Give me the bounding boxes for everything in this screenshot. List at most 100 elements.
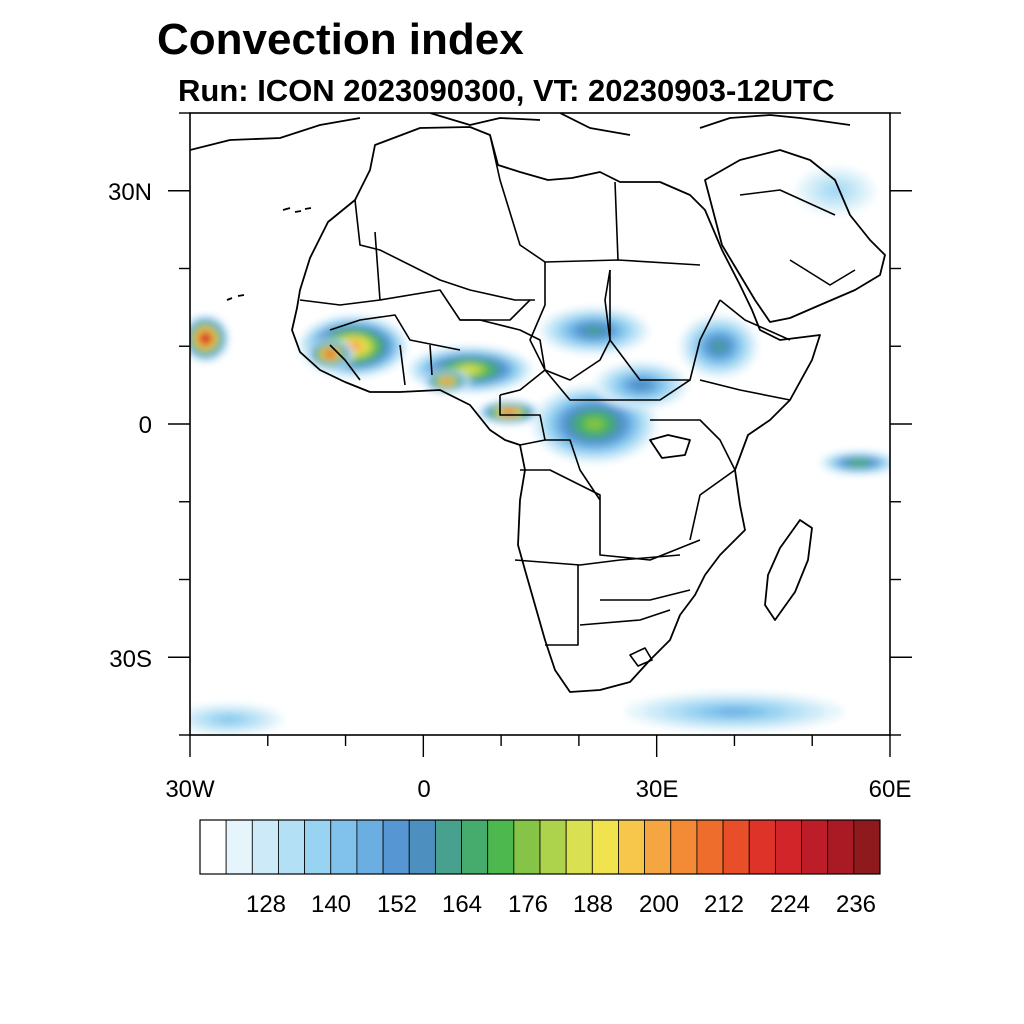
border-car-drc [544, 369, 691, 401]
colorbar-swatch [722, 819, 750, 875]
colorbar-swatch [304, 819, 332, 875]
colorbar-label: 236 [836, 891, 876, 918]
x-tick-labels: 30W 0 30E 60E [165, 776, 911, 803]
convection-contour [326, 351, 334, 357]
convection-contour [443, 379, 451, 384]
convection-contour [460, 366, 480, 374]
x-tick-label: 0 [417, 776, 430, 803]
border-arabia [739, 189, 856, 286]
colorbar-labels: 128 140 152 164 176 188 200 212 224 236 [246, 891, 876, 918]
colorbar-swatch [853, 819, 881, 875]
colorbar-swatch [591, 819, 619, 875]
coastlines [190, 113, 886, 693]
border-east-africa [650, 419, 736, 541]
border-sudan [609, 270, 721, 381]
lake-victoria [649, 434, 691, 459]
y-tick-label: 0 [139, 412, 152, 439]
y-tick-label: 30N [108, 179, 152, 206]
border-nigeria [460, 319, 546, 396]
colorbar-label: 128 [246, 891, 286, 918]
convection-cell-arabia-north [796, 167, 875, 215]
colorbar-swatch [199, 819, 227, 875]
colorbar-swatch [513, 819, 541, 875]
colorbar-swatch [827, 819, 855, 875]
colorbar-swatch [644, 819, 672, 875]
africa-coastline [291, 126, 821, 693]
convection-contour [634, 381, 649, 389]
border-algeria-libya [489, 134, 546, 263]
border-lesotho [629, 647, 653, 667]
convection-cell-coast-hotspot [423, 369, 470, 393]
colorbar-frame [199, 819, 881, 875]
border-libya-egypt [614, 181, 619, 261]
canary-islands [282, 207, 312, 213]
colorbar-label: 176 [508, 891, 548, 918]
y-tick-label: 30S [109, 646, 152, 673]
cape-verde-islands [226, 294, 245, 301]
colorbar-label: 164 [442, 891, 482, 918]
colorbar-swatch [670, 819, 698, 875]
border-guinea-coast [329, 344, 433, 386]
convection-contour [202, 334, 210, 342]
colorbar-swatch [278, 819, 306, 875]
colorbar-swatch [382, 819, 410, 875]
colorbar-swatch [330, 819, 358, 875]
convection-contour [586, 327, 603, 335]
convection-contour [220, 717, 238, 722]
colorbar-swatch [748, 819, 776, 875]
border-congo [545, 439, 601, 501]
map-plot-area [190, 113, 890, 735]
convection-cell-ethiopia [680, 315, 758, 378]
europe-coastline [190, 113, 851, 151]
border-mali-niger [374, 231, 531, 321]
colorbar-swatch [434, 819, 462, 875]
convection-contour [713, 341, 725, 351]
border-cameroon-gabon [499, 395, 546, 446]
border-sudan-north [544, 259, 701, 266]
colorbar-swatch [251, 819, 279, 875]
convection-contour [718, 708, 751, 715]
y-tick-labels: 30N 0 30S [108, 179, 152, 673]
colorbar-swatch [539, 819, 567, 875]
convection-cell-atlantic-storm [190, 315, 229, 362]
border-west-africa [299, 299, 461, 351]
convection-cell-west-africa-guinea [306, 338, 354, 370]
colorbar-swatch [225, 819, 253, 875]
axis-ticks [168, 112, 912, 757]
colorbar-label: 224 [770, 891, 810, 918]
arabia-coastline [704, 149, 886, 323]
colorbar-swatch [408, 819, 436, 875]
madagascar-coastline [764, 519, 813, 621]
map-title: Convection index [157, 15, 524, 64]
colorbar-swatch [487, 819, 515, 875]
convection-cell-east-africa-rift [594, 361, 688, 409]
colorbar-swatch [565, 819, 593, 875]
colorbar-label: 188 [573, 891, 613, 918]
colorbar-label: 200 [639, 891, 679, 918]
colorbar-swatch [696, 819, 724, 875]
colorbar [199, 819, 881, 875]
colorbar-label: 140 [311, 891, 351, 918]
convection-fields [190, 167, 890, 735]
border-southern-africa [514, 554, 691, 646]
convection-cell-sahel-central [540, 307, 649, 355]
colorbar-swatch [774, 819, 802, 875]
convection-cell-gabon-hotspot [477, 400, 540, 424]
convection-cell-south-atlantic-band [190, 703, 284, 735]
border-chad [529, 262, 611, 381]
colorbar-label: 152 [377, 891, 417, 918]
map-subtitle: Run: ICON 2023090300, VT: 20230903-12UTC [178, 73, 835, 108]
country-borders [299, 134, 856, 667]
colorbar-swatch [618, 819, 646, 875]
convection-cell-congo-basin [532, 385, 657, 463]
x-tick-label: 30E [636, 776, 679, 803]
colorbar-swatch [801, 819, 829, 875]
x-tick-label: 60E [869, 776, 912, 803]
x-tick-label: 30W [165, 776, 215, 803]
border-maghreb [354, 199, 535, 301]
colorbar-swatch [461, 819, 489, 875]
colorbar-swatch [356, 819, 384, 875]
convection-cell-southern-ocean-band [625, 692, 844, 732]
colorbar-label: 212 [704, 891, 744, 918]
